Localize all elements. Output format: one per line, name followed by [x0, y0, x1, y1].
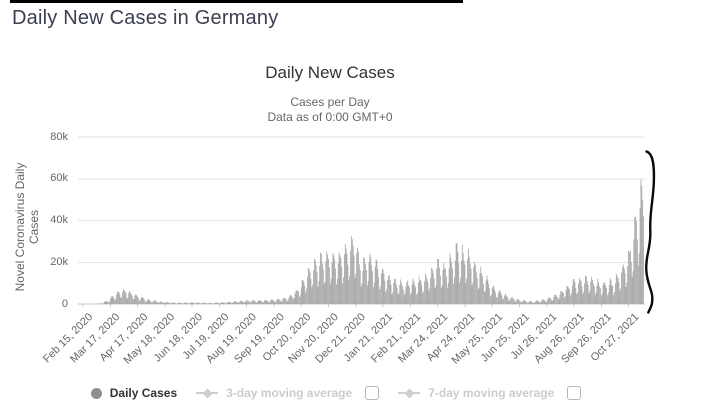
y-tick-label: 60k — [50, 172, 68, 185]
y-tick-label: 40k — [50, 214, 68, 226]
chart-title: Daily New Cases — [265, 63, 395, 82]
daily-cases-bars — [97, 179, 644, 304]
y-tick-label: 80k — [50, 130, 68, 143]
line-diamond-marker-icon — [196, 388, 219, 399]
y-tick-label: 20k — [50, 255, 68, 268]
annotation-curve — [645, 150, 656, 314]
chart-subtitle-data-asof: Data as of 0:00 GMT+0 — [267, 110, 393, 124]
legend-item-daily-cases[interactable]: Daily Cases — [90, 386, 178, 400]
legend-label-daily-cases: Daily Cases — [109, 386, 178, 400]
top-edge-strip — [10, 0, 463, 3]
daily-cases-marker-icon — [90, 387, 102, 399]
y-tick-label: 0 — [61, 297, 68, 310]
legend-item-7day-average[interactable]: 7-day moving average — [398, 386, 582, 400]
line-diamond-marker-icon — [398, 388, 421, 399]
page-title: Daily New Cases in Germany — [12, 7, 279, 29]
chart-subtitle-cases-per-day: Cases per Day — [290, 95, 370, 109]
3day-average-checkbox[interactable] — [365, 386, 380, 400]
legend-label-3day-average: 3-day moving average — [226, 386, 353, 400]
chart-legend: Daily Cases 3-day moving average 7-day m… — [0, 382, 672, 404]
7day-average-checkbox[interactable] — [567, 386, 582, 400]
legend-item-3day-average[interactable]: 3-day moving average — [196, 386, 380, 400]
legend-label-7day-average: 7-day moving average — [428, 386, 555, 400]
